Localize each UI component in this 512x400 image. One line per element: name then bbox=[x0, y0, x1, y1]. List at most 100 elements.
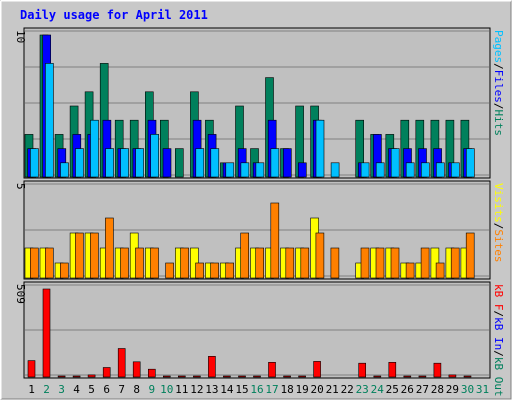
bar-sites-day-18 bbox=[285, 247, 295, 279]
x-tick-label-17: 17 bbox=[265, 383, 278, 396]
bar-kb-f-day-11 bbox=[178, 375, 186, 378]
bar-kb-f-day-14 bbox=[223, 375, 231, 378]
bar-pages-day-30 bbox=[465, 148, 475, 178]
bar-pages-day-14 bbox=[225, 162, 235, 178]
x-tick-label-13: 13 bbox=[205, 383, 218, 396]
bar-pages-day-26 bbox=[405, 162, 415, 178]
bar-sites-day-16 bbox=[255, 247, 264, 279]
x-tick-label-22: 22 bbox=[341, 383, 354, 396]
panel-hits-files-pages: 10 Pages/Files/Hits bbox=[14, 27, 505, 179]
bar-sites-day-11 bbox=[180, 247, 189, 279]
bar-sites-day-29 bbox=[450, 247, 460, 279]
x-tick-label-10: 10 bbox=[160, 383, 173, 396]
bar-sites-day-27 bbox=[420, 247, 430, 279]
bar-kb-f-day-4 bbox=[72, 375, 81, 378]
x-tick-label-31: 31 bbox=[476, 383, 489, 396]
bar-pages-day-7 bbox=[120, 148, 129, 178]
bar-kb-f-day-23 bbox=[358, 362, 367, 378]
x-tick-label-23: 23 bbox=[356, 383, 369, 396]
legend-item: kB F bbox=[492, 284, 505, 311]
bar-pages-day-23 bbox=[360, 162, 370, 178]
bar-pages-day-8 bbox=[135, 148, 144, 178]
bar-sites-day-2 bbox=[44, 247, 54, 279]
bar-sites-day-14 bbox=[225, 262, 234, 279]
x-tick-label-8: 8 bbox=[133, 383, 140, 396]
panel-legend: Visits/Sites bbox=[492, 183, 505, 263]
bar-kb-f-day-8 bbox=[132, 361, 141, 378]
bar-kb-f-day-9 bbox=[148, 368, 156, 378]
legend-item: kB In bbox=[492, 317, 505, 350]
x-tick-label-16: 16 bbox=[250, 383, 263, 396]
bar-pages-day-4 bbox=[75, 148, 84, 178]
bar-pages-day-5 bbox=[90, 119, 99, 178]
x-tick-label-26: 26 bbox=[401, 383, 414, 396]
bar-sites-day-21 bbox=[330, 247, 340, 279]
bar-sites-day-13 bbox=[210, 262, 219, 279]
legend-item: kB Out bbox=[492, 357, 505, 397]
bar-sites-day-7 bbox=[120, 247, 129, 279]
x-tick-label-18: 18 bbox=[280, 383, 293, 396]
legend-item: Hits bbox=[492, 110, 505, 137]
x-tick-label-14: 14 bbox=[220, 383, 234, 396]
x-tick-label-25: 25 bbox=[386, 383, 399, 396]
bar-hits-day-11 bbox=[175, 148, 184, 178]
legend-item: Files bbox=[492, 70, 505, 103]
bar-kb-f-day-10 bbox=[163, 375, 171, 378]
x-tick-label-19: 19 bbox=[295, 383, 308, 396]
bar-kb-f-day-27 bbox=[418, 375, 427, 378]
x-tick-label-9: 9 bbox=[148, 383, 155, 396]
bar-kb-f-day-24 bbox=[373, 375, 382, 378]
bar-sites-day-4 bbox=[75, 232, 84, 279]
x-tick-label-1: 1 bbox=[28, 383, 35, 396]
x-tick-label-6: 6 bbox=[103, 383, 110, 396]
bar-sites-day-25 bbox=[390, 247, 400, 279]
bar-kb-f-day-1 bbox=[27, 360, 36, 378]
legend-item: / bbox=[492, 350, 505, 357]
x-tick-label-12: 12 bbox=[190, 383, 203, 396]
bar-sites-day-30 bbox=[465, 232, 475, 279]
bar-kb-f-day-15 bbox=[238, 375, 246, 378]
x-tick-label-30: 30 bbox=[461, 383, 474, 396]
x-tick-label-2: 2 bbox=[43, 383, 50, 396]
bar-pages-day-28 bbox=[435, 162, 445, 178]
y-max-label: 10 bbox=[14, 30, 27, 43]
bar-sites-day-9 bbox=[150, 247, 159, 279]
bar-sites-day-1 bbox=[29, 247, 39, 279]
bar-files-day-10 bbox=[162, 148, 172, 178]
bar-kb-f-day-26 bbox=[403, 375, 412, 378]
legend-item: / bbox=[492, 63, 505, 70]
panel-legend: kB F/kB In/kB Out bbox=[492, 284, 505, 397]
chart-title: Daily usage for April 2011 bbox=[20, 8, 208, 22]
bar-kb-f-day-13 bbox=[208, 355, 216, 378]
x-tick-label-11: 11 bbox=[175, 383, 188, 396]
bar-kb-f-day-16 bbox=[253, 375, 261, 378]
bar-kb-f-day-7 bbox=[117, 348, 126, 378]
x-tick-label-5: 5 bbox=[88, 383, 95, 396]
bar-pages-day-1 bbox=[30, 148, 39, 178]
bar-sites-day-23 bbox=[360, 247, 370, 279]
bar-pages-day-2 bbox=[45, 63, 54, 178]
y-max-label: 5 bbox=[14, 183, 27, 190]
bar-kb-f-day-25 bbox=[388, 361, 397, 378]
x-tick-label-27: 27 bbox=[416, 383, 429, 396]
bar-pages-day-25 bbox=[390, 148, 400, 178]
bar-pages-day-21 bbox=[330, 162, 340, 178]
x-tick-label-4: 4 bbox=[73, 383, 80, 396]
bar-kb-f-day-6 bbox=[102, 367, 111, 378]
bar-kb-f-day-20 bbox=[313, 361, 321, 378]
x-tick-label-15: 15 bbox=[235, 383, 248, 396]
bar-kb-f-day-28 bbox=[433, 362, 442, 378]
bar-sites-day-5 bbox=[90, 232, 99, 279]
x-tick-label-29: 29 bbox=[446, 383, 459, 396]
bar-sites-day-28 bbox=[435, 262, 445, 279]
bar-pages-day-6 bbox=[105, 148, 114, 178]
bar-sites-day-19 bbox=[300, 247, 310, 279]
bar-pages-day-20 bbox=[315, 119, 325, 178]
bar-pages-day-15 bbox=[240, 162, 250, 178]
bar-sites-day-12 bbox=[195, 262, 204, 279]
x-tick-label-24: 24 bbox=[371, 383, 385, 396]
bar-pages-day-3 bbox=[60, 162, 69, 178]
legend-item: Visits bbox=[492, 183, 505, 223]
bar-pages-day-24 bbox=[375, 162, 385, 178]
bar-sites-day-20 bbox=[315, 232, 325, 279]
